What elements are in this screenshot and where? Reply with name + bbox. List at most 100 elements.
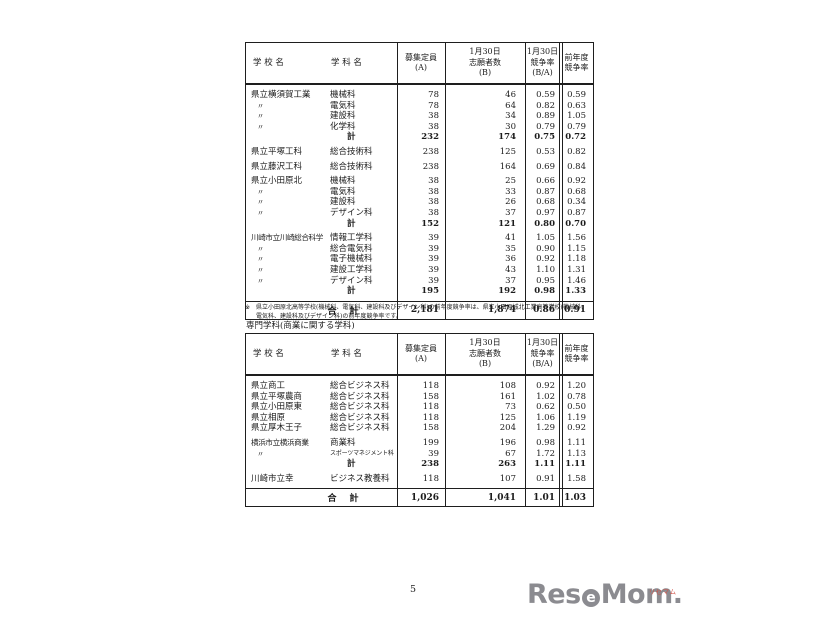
table1-row-20: 〃 デザイン科 39 37 0.95 1.46	[246, 276, 593, 287]
column-header-prev-ratio: 前年度 競争率	[560, 334, 593, 374]
applicants-value: 25	[505, 176, 516, 187]
ratio-value: 0.92	[536, 381, 555, 391]
grand-total-ratio: 1.01	[533, 492, 555, 503]
prev-ratio-value: 0.87	[567, 207, 586, 218]
school-name: 県立藤沢工科	[251, 161, 303, 172]
school-name: 〃	[257, 255, 264, 264]
column-header-capacity: 募集定員 (A)	[397, 334, 445, 374]
footnote: ※ 県立小田原北高等学校(機械科、電気科、建設科及びデザイン科)の前年度競争率は…	[245, 304, 599, 321]
department-name: 総合技術科	[330, 146, 373, 157]
school-name: 〃	[257, 112, 264, 121]
capacity-value: 38	[428, 197, 439, 208]
table1-row-8: 県立藤沢工科 総合技術科 238 164 0.69 0.84	[246, 162, 593, 173]
ratio-value: 0.97	[536, 207, 555, 218]
capacity-value: 38	[428, 207, 439, 218]
applicants-value: 164	[499, 161, 516, 172]
column-header-department: 学 科 名	[324, 43, 397, 83]
department-name: 総合ビジネス科	[330, 391, 390, 402]
applicants-value: 174	[498, 132, 516, 143]
logo-ball-icon: e	[581, 589, 600, 607]
ratio-value: 1.10	[536, 264, 555, 275]
ratio-header-line1: 1月30日	[526, 338, 559, 348]
capacity-value: 158	[422, 391, 439, 402]
department-name: スポーツマネジメント科	[330, 449, 394, 457]
logo-dot: .	[672, 579, 683, 610]
column-header-ratio: 1月30日 競争率 (B/A)	[525, 334, 560, 374]
school-name: 〃	[257, 198, 264, 207]
table2-row-6: 横浜市立横浜商業 商業科 199 196 0.98 1.11	[246, 438, 593, 449]
applicants-value: 64	[505, 100, 516, 111]
school-name: 〃	[257, 101, 264, 110]
prev-ratio-value: 0.68	[567, 186, 586, 197]
capacity-value: 232	[421, 132, 439, 143]
grand-total-applicants: 1,041	[487, 492, 516, 503]
column-header-department: 学 科 名	[324, 334, 397, 374]
column-divider-double	[562, 43, 563, 319]
school-name: 県立厚木王子	[251, 423, 303, 434]
table1-row-11: 〃 電気科 38 33 0.87 0.68	[246, 187, 593, 198]
prev-ratio-value: 0.82	[567, 146, 586, 157]
ratio-value: 0.87	[536, 186, 555, 197]
table1-row-1: 〃 電気科 78 64 0.82 0.63	[246, 101, 593, 112]
capacity-value: 38	[428, 111, 439, 122]
department-name: 総合ビジネス科	[330, 423, 390, 434]
school-name: 川崎市立川崎総合科学	[251, 233, 323, 243]
school-name: 〃	[257, 244, 264, 253]
school-name: 県立商工	[251, 381, 286, 391]
resemom-logo-ruby: リセマム	[648, 588, 677, 596]
capacity-value: 238	[422, 146, 439, 157]
ratio-header-line3: (B/A)	[532, 68, 553, 78]
capacity-header-line2: (A)	[414, 63, 428, 72]
capacity-value: 158	[422, 423, 439, 434]
footnote-line2: 電気科、建設科及びデザイン科)の前年度競争率です。	[256, 312, 402, 320]
table1-row-6: 県立平塚工科 総合技術科 238 125 0.53 0.82	[246, 147, 593, 158]
ratio-value: 1.02	[536, 391, 555, 402]
prev-ratio-value: 0.34	[567, 197, 586, 208]
school-name	[246, 132, 324, 143]
school-name: 県立小田原北	[251, 176, 303, 187]
school-name: 〃	[257, 276, 264, 285]
applicants-value: 26	[505, 197, 516, 208]
capacity-value: 118	[422, 473, 439, 484]
prev-ratio-value: 1.56	[567, 233, 586, 244]
table-body: 県立横須賀工業 機械科 78 46 0.59 0.59 〃電気科 78 64 0.82 0.63 〃建…	[246, 85, 593, 301]
capacity-value: 38	[428, 121, 439, 132]
department-name: 建設科	[330, 197, 356, 208]
ratio-value: 0.95	[536, 275, 555, 286]
table-header-row: 学 校 名 学 科 名 募集定員 (A) 1月30日 志願者数 (B) 1月30…	[246, 43, 593, 85]
column-divider	[397, 43, 398, 319]
table1-row-4: 計 232 174 0.75 0.72	[246, 132, 593, 143]
department-name: 計	[347, 286, 356, 297]
prev-ratio-value: 0.84	[567, 161, 586, 172]
capacity-value: 39	[428, 264, 439, 275]
column-header-prev-ratio: 前年度 競争率	[560, 43, 593, 83]
school-name	[246, 459, 324, 470]
prev-ratio-header-line1: 前年度	[564, 52, 589, 62]
department-name: 総合ビジネス科	[330, 402, 390, 413]
ratio-value: 0.92	[536, 254, 555, 265]
school-name: 〃	[257, 449, 264, 458]
applicants-value: 263	[498, 459, 516, 470]
prev-ratio-value: 1.19	[567, 412, 586, 423]
table1-row-18: 〃 電子機械科 39 36 0.92 1.18	[246, 254, 593, 265]
applicants-value: 192	[498, 286, 516, 297]
capacity-value: 39	[428, 254, 439, 265]
department-name: 電気科	[330, 100, 356, 111]
footnote-mark: ※	[245, 304, 251, 311]
prev-ratio-value: 1.15	[567, 243, 586, 254]
capacity-value: 78	[428, 100, 439, 111]
table1-row-16: 川崎市立川崎総合科学 情報工学科 39 41 1.05 1.56	[246, 233, 593, 244]
applicants-value: 161	[499, 391, 516, 402]
department-name: 化学科	[330, 121, 356, 132]
applicants-value: 37	[505, 207, 516, 218]
applicants-value: 34	[505, 111, 516, 122]
department-name: 電子機械科	[330, 254, 373, 265]
prev-ratio-value: 1.31	[567, 264, 586, 275]
applicants-value: 37	[505, 275, 516, 286]
capacity-value: 39	[428, 448, 439, 459]
department-name: 総合電気科	[330, 243, 373, 254]
table1-row-0: 県立横須賀工業 機械科 78 46 0.59 0.59	[246, 90, 593, 101]
school-name: 横浜市立横浜商業	[251, 437, 309, 447]
ratio-value: 0.90	[536, 243, 555, 254]
